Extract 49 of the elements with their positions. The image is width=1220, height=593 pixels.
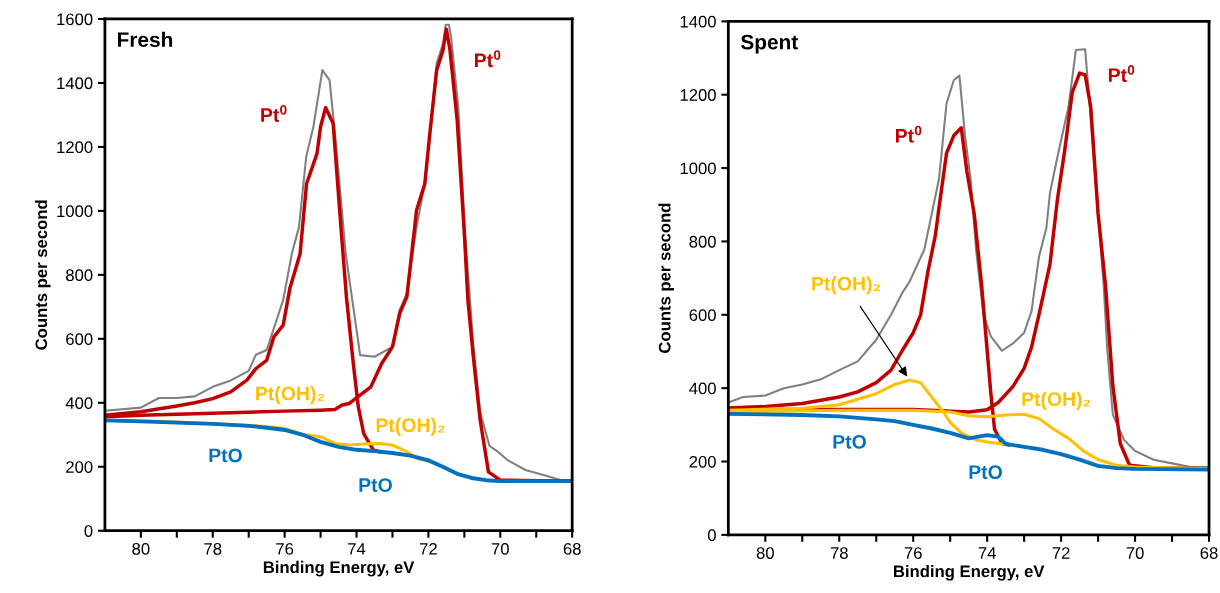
x-tick-label: 80 — [756, 547, 774, 559]
x-tick-label: 78 — [830, 547, 848, 559]
y-tick-label: 0 — [707, 529, 716, 542]
annotation: Pt(OH)₂ — [256, 386, 325, 405]
x-tick-label: 70 — [1126, 547, 1144, 559]
annotation: PtO — [833, 434, 866, 449]
y-axis-title: Counts per second — [34, 200, 51, 350]
y-tick-label: 600 — [66, 333, 93, 346]
annotation: Pt(OH)₂ — [812, 276, 881, 295]
y-tick-label: 0 — [84, 525, 93, 537]
y-tick-label: 800 — [689, 235, 716, 248]
x-tick-label: 74 — [978, 547, 996, 559]
y-tick-label: 400 — [65, 397, 93, 409]
y-tick-label: 1200 — [57, 141, 93, 154]
annotation: Pt(OH)₂ — [376, 417, 445, 436]
annotation: Pt$^{0}$ — [261, 105, 287, 122]
y-tick-label: 400 — [689, 382, 716, 395]
x-tick-label: 68 — [563, 542, 581, 555]
y-tick-label: 1600 — [57, 13, 93, 26]
annotation: PtO — [209, 448, 242, 463]
x-tick-label: 80 — [132, 542, 150, 555]
y-tick-label: 1400 — [680, 15, 716, 28]
annotation: Pt(OH)₂ — [1022, 391, 1091, 410]
y-tick-label: 1000 — [680, 162, 716, 175]
x-tick-label: 70 — [491, 542, 509, 555]
x-tick-label: 78 — [204, 542, 222, 555]
annotation: PtO — [359, 478, 392, 492]
y-tick-label: 800 — [66, 269, 93, 282]
x-tick-label: 74 — [348, 543, 366, 555]
annotation: Pt$^{0}$ — [475, 50, 501, 68]
annotation: Pt$^{0}$ — [895, 125, 922, 143]
y-tick-label: 200 — [66, 461, 93, 473]
x-tick-label: 68 — [1200, 547, 1218, 559]
x-tick-label: 72 — [419, 542, 437, 555]
chart-title: Fresh — [117, 31, 173, 48]
annotation: Pt$^{0}$ — [1108, 65, 1135, 82]
y-tick-label: 1000 — [57, 205, 93, 218]
text: Spent — [740, 34, 798, 54]
x-axis-title: Binding Energy, eV — [894, 565, 1045, 581]
y-tick-label: 1200 — [680, 89, 716, 101]
y-axis-title: Counts per second — [658, 203, 674, 353]
x-tick-label: 76 — [276, 542, 294, 555]
y-tick-label: 1400 — [57, 77, 93, 90]
x-axis-title: Binding Energy, eV — [263, 560, 415, 577]
x-tick-label: 72 — [1052, 547, 1070, 559]
y-tick-label: 600 — [689, 309, 716, 321]
x-tick-label: 76 — [904, 547, 922, 559]
annotation: PtO — [969, 465, 1002, 479]
y-tick-label: 200 — [689, 455, 716, 468]
